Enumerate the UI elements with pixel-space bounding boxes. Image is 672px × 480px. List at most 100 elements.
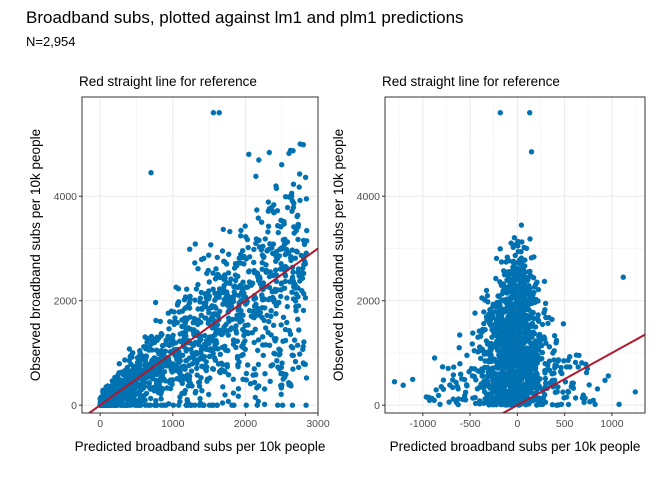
data-point xyxy=(208,317,214,323)
data-point xyxy=(493,255,500,262)
data-point xyxy=(220,301,226,307)
data-point xyxy=(470,395,476,401)
data-point xyxy=(555,357,562,363)
data-point xyxy=(203,359,209,365)
data-point xyxy=(544,367,550,373)
data-point xyxy=(230,390,237,396)
data-point xyxy=(486,391,492,397)
data-point xyxy=(251,339,257,346)
data-point xyxy=(295,303,302,309)
data-point xyxy=(142,397,148,403)
data-point xyxy=(488,346,494,352)
data-point xyxy=(253,301,259,307)
data-point xyxy=(125,402,131,408)
x-tick-label: -500 xyxy=(460,418,481,430)
data-point xyxy=(268,332,274,338)
data-point xyxy=(507,370,513,377)
data-point xyxy=(252,394,258,401)
data-point xyxy=(481,364,488,371)
data-point xyxy=(545,320,551,327)
data-point xyxy=(517,271,524,277)
data-point xyxy=(501,387,507,393)
data-point xyxy=(522,257,528,263)
data-point xyxy=(168,308,175,314)
x-tick-label: 1000 xyxy=(600,418,624,430)
data-point xyxy=(435,392,442,399)
data-point xyxy=(296,171,303,177)
data-point xyxy=(212,342,218,349)
data-point xyxy=(130,396,136,402)
panel-border xyxy=(81,96,319,414)
data-point xyxy=(503,352,510,358)
data-point xyxy=(260,352,266,359)
data-point xyxy=(539,321,546,328)
data-point xyxy=(177,394,183,400)
data-point xyxy=(166,326,172,332)
data-point xyxy=(506,317,512,324)
data-point xyxy=(172,340,179,346)
data-point xyxy=(116,361,123,367)
data-point xyxy=(184,316,190,323)
data-point xyxy=(499,397,505,404)
data-point xyxy=(572,359,579,366)
data-point xyxy=(201,402,207,408)
data-point xyxy=(497,299,503,305)
data-point xyxy=(119,395,125,401)
data-point xyxy=(210,270,216,276)
data-point xyxy=(530,309,536,316)
data-point xyxy=(262,236,268,242)
data-point xyxy=(295,285,301,291)
data-point xyxy=(560,389,566,395)
data-point xyxy=(127,375,133,382)
data-point xyxy=(290,269,296,275)
data-point xyxy=(235,386,242,392)
data-point xyxy=(490,381,496,388)
data-point xyxy=(278,261,284,267)
data-point xyxy=(200,344,206,350)
data-point xyxy=(143,353,149,360)
data-point xyxy=(278,224,284,230)
data-point xyxy=(159,385,165,392)
data-point xyxy=(206,252,212,258)
data-point xyxy=(543,314,549,321)
data-point xyxy=(207,347,213,353)
data-point xyxy=(530,390,536,396)
data-point xyxy=(278,293,284,300)
data-point xyxy=(586,382,592,388)
data-point xyxy=(293,291,299,297)
data-point xyxy=(188,402,194,408)
data-point xyxy=(535,286,542,293)
data-point xyxy=(510,398,516,404)
data-point xyxy=(451,364,457,370)
data-point xyxy=(128,361,134,367)
data-point xyxy=(508,288,514,295)
data-point xyxy=(539,401,545,407)
data-point xyxy=(255,361,262,368)
data-point xyxy=(206,279,212,285)
data-point xyxy=(118,402,124,408)
data-point xyxy=(511,335,517,341)
data-point xyxy=(514,240,520,246)
data-point xyxy=(512,252,518,259)
data-point xyxy=(233,323,239,329)
data-point xyxy=(219,248,226,254)
data-point xyxy=(482,297,488,303)
data-point xyxy=(229,402,235,408)
data-point xyxy=(242,223,248,229)
data-point xyxy=(123,375,129,381)
data-point xyxy=(280,314,287,320)
data-point xyxy=(295,236,301,243)
data-point xyxy=(206,353,213,360)
data-point xyxy=(278,322,284,328)
data-point xyxy=(242,338,248,344)
data-point xyxy=(178,377,184,383)
data-point xyxy=(510,301,516,307)
data-point xyxy=(605,373,611,379)
data-point xyxy=(227,228,233,235)
data-point xyxy=(400,382,406,388)
y-tick-label: 0 xyxy=(374,400,380,412)
data-point xyxy=(224,362,230,368)
data-point xyxy=(546,344,553,350)
data-point xyxy=(106,388,113,394)
y-tick-label: 4000 xyxy=(54,191,78,203)
